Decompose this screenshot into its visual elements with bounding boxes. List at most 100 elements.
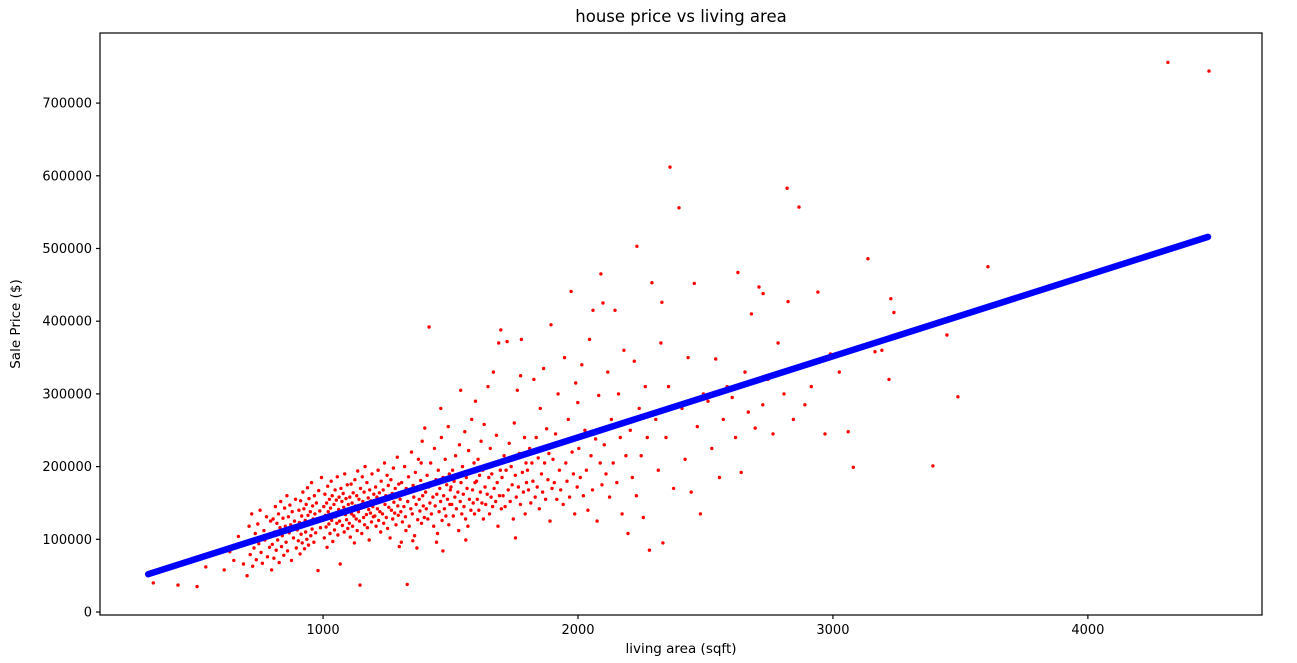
scatter-point xyxy=(880,348,884,352)
scatter-point xyxy=(304,530,308,534)
scatter-point xyxy=(714,357,718,361)
scatter-point xyxy=(571,472,576,476)
scatter-point xyxy=(422,515,426,520)
scatter-point xyxy=(453,454,458,458)
scatter-point xyxy=(284,540,288,544)
scatter-point xyxy=(816,290,820,294)
scatter-point xyxy=(379,530,383,534)
scatter-point xyxy=(395,455,399,459)
scatter-point xyxy=(362,490,366,494)
scatter-point xyxy=(247,524,251,528)
scatter-point xyxy=(523,512,527,516)
scatter-point xyxy=(385,473,389,477)
scatter-point xyxy=(308,510,312,514)
scatter-point xyxy=(511,517,515,521)
scatter-point xyxy=(357,519,362,523)
scatter-point xyxy=(459,388,463,392)
scatter-point xyxy=(282,553,286,557)
scatter-point xyxy=(309,480,314,485)
scatter-point xyxy=(365,526,370,530)
scatter-point xyxy=(394,523,398,527)
scatter-point xyxy=(355,494,359,498)
scatter-point xyxy=(677,206,681,210)
scatter-point xyxy=(306,543,311,547)
scatter-point xyxy=(522,435,527,440)
scatter-point xyxy=(550,486,554,491)
scatter-point xyxy=(460,464,465,469)
scatter-point xyxy=(340,523,345,528)
scatter-point xyxy=(411,539,415,543)
scatter-point xyxy=(492,486,496,491)
scatter-point xyxy=(461,492,465,496)
scatter-point xyxy=(645,435,649,440)
scatter-point xyxy=(264,515,269,519)
scatter-point xyxy=(692,281,696,286)
scatter-point xyxy=(535,485,539,489)
scatter-point xyxy=(604,472,608,476)
scatter-point xyxy=(544,427,549,431)
scatter-point xyxy=(396,504,400,508)
scatter-point xyxy=(279,499,283,504)
scatter-point xyxy=(851,465,855,469)
scatter-point xyxy=(622,348,626,352)
scatter-point xyxy=(399,540,403,544)
scatter-point xyxy=(641,515,645,520)
scatter-point xyxy=(285,494,289,498)
scatter-point xyxy=(313,512,317,516)
scatter-point xyxy=(343,472,347,476)
scatter-point xyxy=(330,518,334,523)
scatter-point xyxy=(495,480,499,485)
scatter-point xyxy=(402,464,407,469)
scatter-point xyxy=(293,497,298,501)
scatter-point xyxy=(271,517,275,521)
y-tick-label: 500000 xyxy=(42,242,92,257)
scatter-point xyxy=(533,495,537,499)
scatter-point xyxy=(250,512,254,516)
scatter-point xyxy=(524,461,528,465)
scatter-point xyxy=(362,523,367,527)
scatter-point xyxy=(575,485,579,489)
scatter-point xyxy=(328,506,333,510)
scatter-point xyxy=(660,300,664,304)
scatter-point xyxy=(438,486,442,491)
scatter-point xyxy=(302,507,306,511)
scatter-point xyxy=(632,359,636,363)
scatter-point xyxy=(406,499,410,504)
scatter-point xyxy=(505,339,509,344)
scatter-point xyxy=(449,485,453,489)
scatter-point xyxy=(398,497,402,501)
scatter-point xyxy=(465,486,469,491)
scatter-point xyxy=(635,244,639,248)
scatter-point xyxy=(433,504,437,508)
scatter-point xyxy=(559,488,563,492)
scatter-point xyxy=(526,488,531,492)
scatter-point xyxy=(553,432,558,436)
scatter-point xyxy=(442,494,446,498)
scatter-point xyxy=(397,482,401,486)
scatter-point xyxy=(472,461,476,465)
scatter-point xyxy=(866,257,870,261)
scatter-point xyxy=(529,501,533,505)
scatter-point xyxy=(892,310,896,315)
scatter-point xyxy=(450,502,454,507)
scatter-point xyxy=(358,486,363,491)
scatter-point xyxy=(355,528,359,533)
scatter-point xyxy=(497,341,501,345)
scatter-point xyxy=(381,488,385,492)
scatter-point xyxy=(269,568,274,572)
scatter-point xyxy=(887,377,891,382)
scatter-point xyxy=(316,568,320,573)
scatter-point xyxy=(424,507,428,511)
scatter-point xyxy=(352,514,356,518)
scatter-point xyxy=(512,421,516,425)
scatter-point xyxy=(361,515,366,520)
scatter-point xyxy=(467,497,472,501)
scatter-point xyxy=(721,417,725,422)
scatter-point xyxy=(426,517,430,521)
scatter-point xyxy=(615,480,619,485)
scatter-point xyxy=(620,512,624,516)
scatter-point xyxy=(245,574,249,578)
scatter-point xyxy=(353,478,357,482)
scatter-point xyxy=(358,583,362,587)
scatter-point xyxy=(499,328,503,332)
